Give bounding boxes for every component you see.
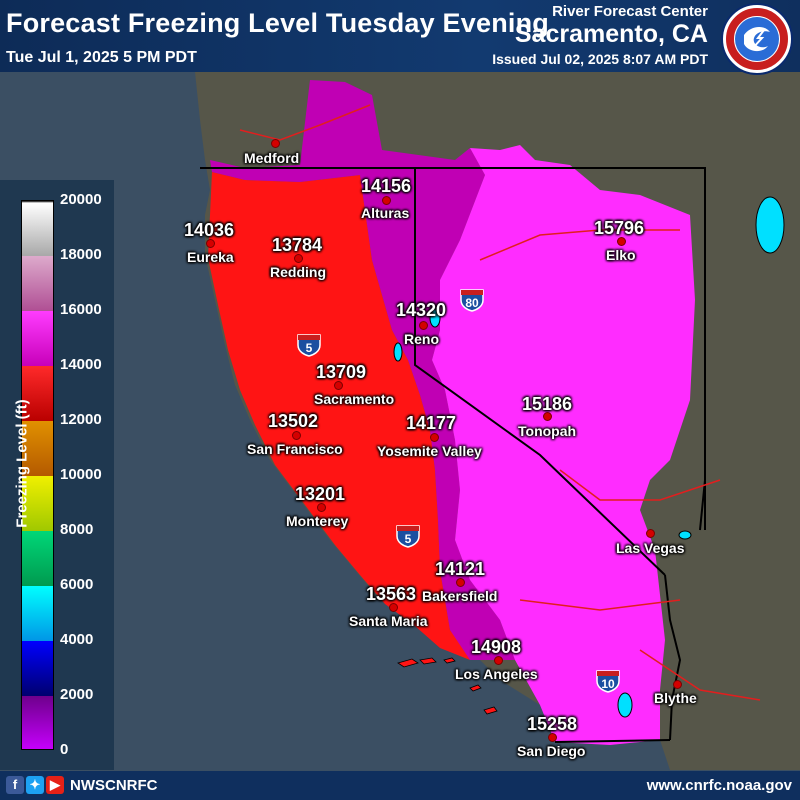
legend-tick: 20000 <box>60 191 102 208</box>
station-value: 14177 <box>406 413 457 433</box>
station-marker[interactable] <box>646 529 655 538</box>
station-value: 15796 <box>594 218 645 238</box>
interstate-shield: 10 <box>596 670 620 693</box>
station-name: Yosemite Valley <box>377 443 482 459</box>
station-value: 14320 <box>396 300 447 320</box>
station-name: Medford <box>244 150 300 166</box>
station-name: Los Angeles <box>455 666 538 682</box>
station-value: 13502 <box>268 411 319 431</box>
shield-number: 5 <box>405 532 412 546</box>
station-name: Las Vegas <box>616 540 685 556</box>
header-bar <box>0 0 800 72</box>
station-name: Eureka <box>187 249 234 265</box>
station-name: San Diego <box>517 743 586 759</box>
freezing-zone-15k <box>432 145 695 745</box>
station-marker[interactable] <box>494 656 503 665</box>
social-links: f ✦ ▶ <box>6 776 64 794</box>
station-marker[interactable] <box>334 381 343 390</box>
legend-tick: 4000 <box>60 631 94 648</box>
interstate-shield: 80 <box>460 289 484 312</box>
station-marker[interactable] <box>456 578 465 587</box>
valid-time: Tue Jul 1, 2025 5 PM PDT <box>6 49 197 66</box>
california-nevada-border <box>212 167 666 576</box>
shield-number: 10 <box>601 677 615 691</box>
station-name: Tonopah <box>518 423 577 439</box>
interstate-shield: 5 <box>396 525 420 548</box>
great-salt-lake <box>755 196 785 254</box>
station-value: 13709 <box>316 362 367 382</box>
station-marker[interactable] <box>617 237 626 246</box>
center-city: Sacramento, CA <box>514 20 708 48</box>
station-marker[interactable] <box>548 733 557 742</box>
legend-tick: 12000 <box>60 411 102 428</box>
youtube-icon[interactable]: ▶ <box>46 776 64 794</box>
station-marker[interactable] <box>419 321 428 330</box>
station-value: 15258 <box>527 714 578 734</box>
nevada-utah-border <box>699 168 706 531</box>
station-value: 14156 <box>361 176 412 196</box>
station-marker[interactable] <box>543 412 552 421</box>
station-name: Redding <box>270 264 326 280</box>
facebook-icon[interactable]: f <box>6 776 24 794</box>
legend-tick: 18000 <box>60 246 102 263</box>
arizona-border <box>664 574 682 741</box>
legend-tick: 2000 <box>60 686 94 703</box>
salton-sea <box>617 692 633 718</box>
station-value: 14908 <box>471 637 522 657</box>
station-marker[interactable] <box>382 196 391 205</box>
freezing-zone-14k <box>210 80 515 660</box>
legend-color-bar <box>21 200 54 750</box>
station-marker[interactable] <box>673 680 682 689</box>
website-link[interactable]: www.cnrfc.noaa.gov <box>646 777 792 794</box>
interstate-shield: 5 <box>297 334 321 357</box>
pyramid-lake <box>429 308 441 328</box>
station-value: 13563 <box>366 584 417 604</box>
station-name: Alturas <box>361 205 410 221</box>
station-marker[interactable] <box>271 139 280 148</box>
legend-panel <box>0 180 114 770</box>
station-name: Monterey <box>286 513 349 529</box>
station-marker[interactable] <box>317 503 326 512</box>
station-name: Reno <box>404 331 439 347</box>
station-value: 13784 <box>272 235 323 255</box>
station-name: Blythe <box>654 690 697 706</box>
shield-number: 80 <box>465 296 479 310</box>
mexico-border <box>554 739 671 743</box>
twitter-icon[interactable]: ✦ <box>26 776 44 794</box>
lake-mead <box>678 530 692 540</box>
station-marker[interactable] <box>294 254 303 263</box>
social-handle[interactable]: NWSCNRFC <box>70 777 158 794</box>
center-name: River Forecast Center <box>552 3 708 20</box>
station-name: Elko <box>606 247 636 263</box>
legend-tick: 6000 <box>60 576 94 593</box>
nws-logo[interactable] <box>720 2 794 76</box>
river-lines <box>239 104 761 701</box>
station-marker[interactable] <box>389 603 398 612</box>
station-value: 15186 <box>522 394 573 414</box>
station-marker[interactable] <box>206 239 215 248</box>
station-marker[interactable] <box>430 433 439 442</box>
map-title: Forecast Freezing Level Tuesday Evening <box>6 8 549 38</box>
station-name: Santa Maria <box>349 613 428 629</box>
legend-tick: 16000 <box>60 301 102 318</box>
lake-tahoe <box>393 342 403 362</box>
footer-bar <box>0 771 800 800</box>
station-name: Bakersfield <box>422 588 498 604</box>
legend-title: Freezing Level (ft) <box>13 399 31 528</box>
station-value: 14121 <box>435 559 486 579</box>
station-name: San Francisco <box>247 441 343 457</box>
station-value: 14036 <box>184 220 235 240</box>
legend-tick: 8000 <box>60 521 94 538</box>
legend-tick: 10000 <box>60 466 102 483</box>
legend-tick: 14000 <box>60 356 102 373</box>
channel-islands <box>397 657 498 715</box>
legend-tick: 0 <box>60 741 69 758</box>
station-value: 13201 <box>295 484 346 504</box>
shield-number: 5 <box>306 341 313 355</box>
station-name: Sacramento <box>314 391 395 407</box>
issued-time: Issued Jul 02, 2025 8:07 AM PDT <box>492 51 708 67</box>
station-marker[interactable] <box>292 431 301 440</box>
